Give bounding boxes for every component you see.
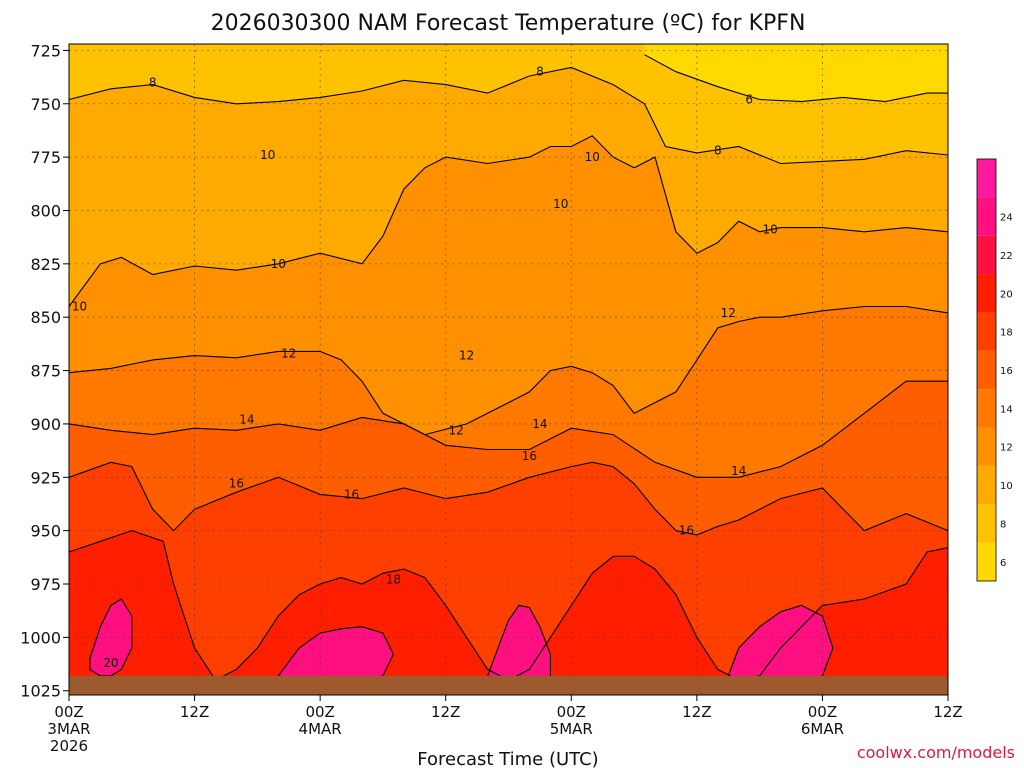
contour-line (89, 598, 133, 677)
y-tick-label: 975 (30, 575, 61, 594)
contour-label: 14 (239, 413, 254, 427)
contour-label: 10 (72, 300, 87, 314)
plot-frame (68, 43, 949, 696)
x-tick-label: 00Z (557, 703, 586, 721)
contour-label: 12 (459, 349, 474, 363)
colorbar-label: 20 (1000, 289, 1013, 300)
contour-label: 16 (229, 477, 244, 491)
colorbar-segment (977, 427, 996, 466)
y-tick-label: 950 (30, 522, 61, 541)
band-level-20-cell (487, 605, 551, 685)
contour-line (68, 380, 948, 478)
y-tick-label: 800 (30, 201, 61, 220)
y-axis: 725 750 775 800 825 850 875 900 925 950 975 1000 102… (20, 41, 69, 701)
colorbar-segment (977, 389, 996, 428)
x-tick-label: 12Z (180, 703, 209, 721)
contour-label: 8 (536, 65, 544, 79)
contour-label: 10 (553, 197, 568, 211)
contour-labels: 8 8 6 8 10 10 10 10 10 10 12 12 12 12 14 14 14 16 16 16 16 18… (72, 65, 778, 670)
colorbar-segment (977, 504, 996, 543)
colorbar-label: 6 (1000, 558, 1006, 569)
x-tick-label: 4MAR (299, 720, 342, 738)
contour-label: 6 (745, 92, 753, 106)
contour-label: 18 (386, 573, 401, 587)
y-tick-label: 725 (30, 41, 61, 60)
x-tick-label: 12Z (933, 703, 962, 721)
x-tick-label: 12Z (682, 703, 711, 721)
colorbar-label: 18 (1000, 328, 1013, 339)
chart-title: 2026030300 NAM Forecast Temperature (ºC)… (211, 11, 806, 36)
contour-label: 12 (281, 346, 296, 360)
colorbar-segment (977, 235, 996, 275)
colorbar-label: 14 (1000, 404, 1013, 415)
y-tick-label: 775 (30, 148, 61, 167)
contour-line (68, 135, 949, 307)
ground-surface (69, 675, 948, 695)
y-tick-label: 750 (30, 95, 61, 114)
contour-line (68, 305, 949, 436)
contour-label: 20 (103, 656, 118, 670)
colorbar-segment (977, 159, 996, 198)
y-tick-label: 850 (30, 308, 61, 327)
contour-label: 10 (585, 150, 600, 164)
y-tick-label: 1025 (20, 682, 61, 701)
x-tick-label: 00Z (808, 703, 837, 721)
colorbar-segment (977, 274, 996, 313)
contour-line (68, 66, 949, 165)
y-tick-label: 875 (30, 362, 61, 381)
colorbar-segment (977, 465, 996, 505)
x-tick-label: 00Z (305, 703, 334, 721)
contour-line (644, 54, 948, 103)
colorbar-label: 12 (1000, 443, 1013, 454)
colorbar-label: 16 (1000, 366, 1013, 377)
contour-label: 10 (271, 257, 286, 271)
colorbar-label: 22 (1000, 251, 1013, 262)
colorbar-segment (977, 350, 996, 390)
contour-label: 8 (714, 144, 722, 158)
x-tick-label: 6MAR (801, 720, 844, 738)
contour-label: 16 (522, 449, 537, 463)
colorbar-segment (977, 312, 996, 351)
x-tick-label: 2026 (50, 737, 88, 755)
y-tick-label: 925 (30, 468, 61, 487)
y-tick-label: 1000 (20, 628, 61, 647)
colorbar-label: 8 (1000, 519, 1006, 530)
contour-label: 16 (344, 487, 359, 501)
colorbar-label: 24 (1000, 213, 1013, 224)
contour-label: 16 (679, 524, 694, 538)
x-tick-label: 00Z (54, 703, 83, 721)
contour-label: 12 (449, 423, 464, 437)
contour-label: 8 (149, 75, 157, 89)
band-level-20-cell (278, 626, 394, 681)
credit-text: coolwx.com/models (857, 743, 1015, 762)
x-axis-label: Forecast Time (UTC) (417, 749, 598, 768)
band-level-20-cell (89, 598, 132, 676)
colorbar-label: 10 (1000, 481, 1013, 492)
band-level-20-cell (728, 605, 833, 685)
x-tick-label: 12Z (431, 703, 460, 721)
x-tick-label: 5MAR (550, 720, 593, 738)
colorbar-segment (977, 542, 996, 581)
contour-label: 12 (721, 306, 736, 320)
x-tick-label: 3MAR (47, 720, 90, 738)
band-level-18 (69, 530, 948, 695)
contour-label: 10 (260, 148, 275, 162)
colorbar-frame (976, 158, 997, 582)
colorbar: 6 8 10 12 14 16 18 20 22 24 (976, 158, 1013, 582)
y-tick-label: 900 (30, 415, 61, 434)
contour-line (68, 461, 949, 536)
colorbar-segment (977, 197, 996, 236)
temperature-bands (69, 44, 948, 695)
contour-label: 14 (731, 464, 746, 478)
contour-label: 10 (762, 223, 777, 237)
y-tick-label: 825 (30, 255, 61, 274)
contour-label: 14 (532, 417, 547, 431)
